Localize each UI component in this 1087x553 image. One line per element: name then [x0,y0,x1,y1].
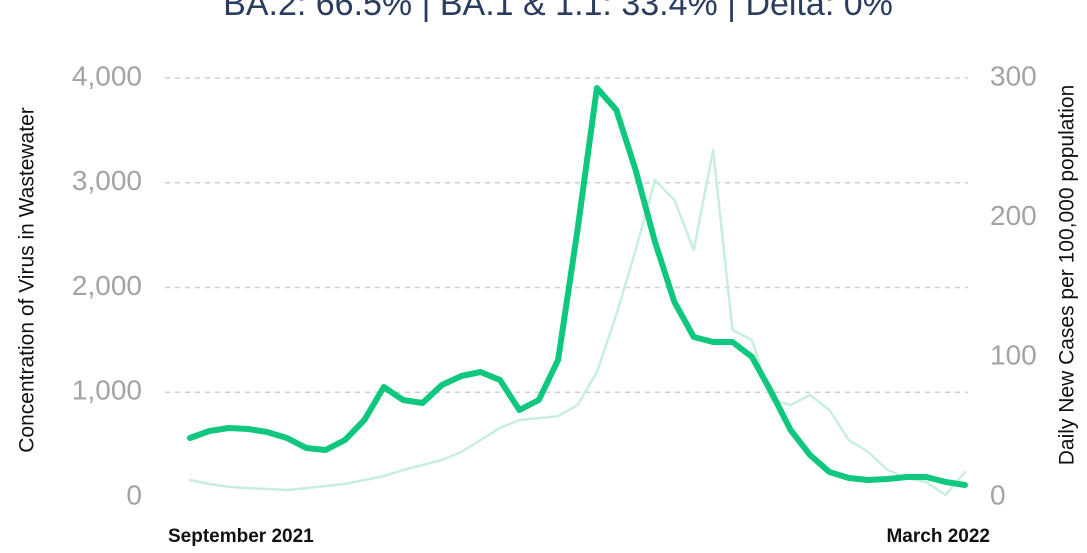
y-tick-label: 0 [126,479,142,510]
y2-tick-label: 200 [990,200,1037,231]
y-tick-label: 1,000 [72,375,142,406]
y2-axis-label: Daily New Cases per 100,000 population [1056,85,1079,466]
x-tick-label: March 2022 [886,526,990,547]
series-line [188,148,967,497]
y2-tick-label: 0 [990,479,1006,510]
y-tick-label: 2,000 [72,270,142,301]
y2-tick-label: 300 [990,60,1037,91]
y-tick-label: 3,000 [72,165,142,196]
chart-title: BA.2: 66.5% | BA.1 & 1.1: 33.4% | Delta:… [223,0,893,23]
x-tick-label: September 2021 [168,526,314,547]
series-line [187,85,968,488]
y-tick-label: 4,000 [72,60,142,91]
y2-tick-label: 100 [990,340,1037,371]
y-axis-label: Concentration of Virus in Wastewater [16,107,39,453]
